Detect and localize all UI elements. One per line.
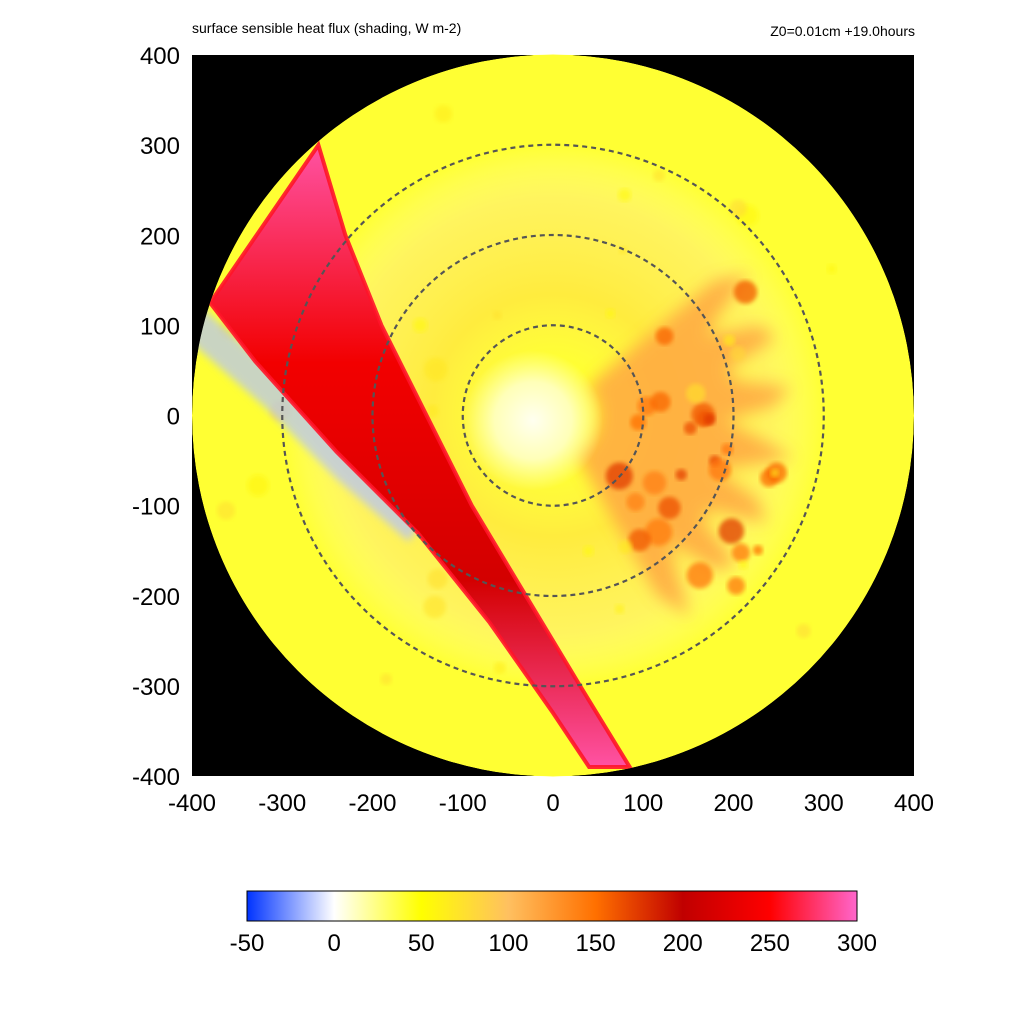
range-ring [461, 324, 645, 507]
field-rainband-cell [655, 327, 674, 345]
colorbar: -50 0 50 100 150 200 250 300 [230, 890, 877, 957]
field-cell [770, 468, 779, 478]
field-cell [426, 404, 439, 418]
x-axis-ticks: -400 -300 -200 -100 0 100 200 300 400 [168, 790, 934, 817]
field-rainband-cell [650, 391, 671, 412]
field-rainband-cell [727, 576, 746, 595]
heat-flux-field [192, 54, 914, 777]
field-cell [380, 673, 393, 685]
field-cell [583, 545, 594, 557]
field-rainband-cell [683, 421, 697, 435]
field-rainband-cell [708, 458, 731, 481]
y-tick-label: 100 [140, 313, 180, 340]
colorbar-tick-label: 150 [576, 930, 616, 957]
field-rainband-cell [642, 471, 667, 495]
x-tick-label: -100 [439, 790, 487, 817]
colorbar-tick-label: 50 [408, 930, 435, 957]
field-cell [247, 474, 269, 497]
field-cell [492, 310, 502, 320]
colorbar-gradient [246, 890, 858, 922]
field-rainband-cell [733, 280, 758, 304]
field-cell [618, 188, 632, 202]
field-cell [413, 318, 428, 333]
range-ring [371, 233, 735, 598]
x-tick-label: -300 [258, 790, 306, 817]
colorbar-tick-label: 0 [327, 930, 340, 957]
field-rainband-cell [628, 529, 651, 552]
field-cell [653, 169, 665, 182]
colorbar-tick-label: -50 [230, 930, 265, 957]
field-rainband-cell [718, 518, 745, 544]
field-cell [796, 623, 811, 639]
x-tick-label: 300 [804, 790, 844, 817]
field-cell [614, 604, 625, 614]
y-tick-label: 200 [140, 223, 180, 250]
range-rings [281, 143, 825, 688]
x-tick-label: -200 [348, 790, 396, 817]
colorbar-tick-label: 300 [837, 930, 877, 957]
field-cell [738, 559, 748, 570]
field-warm-strip [210, 145, 630, 768]
chart-title: surface sensible heat flux (shading, W m… [192, 20, 461, 36]
y-tick-label: -400 [132, 764, 180, 791]
colorbar-tick-label: 100 [488, 930, 528, 957]
x-tick-label: -400 [168, 790, 216, 817]
field-cell [686, 383, 706, 404]
run-info-label: Z0=0.01cm +19.0hours [770, 23, 915, 39]
x-tick-label: 400 [894, 790, 934, 817]
field-rainband-cell [731, 543, 751, 562]
field-cell [827, 264, 837, 274]
y-axis-ticks: 400 300 200 100 0 -100 -200 -300 -400 [132, 43, 180, 791]
y-tick-label: -300 [132, 674, 180, 701]
field-cell [423, 595, 447, 619]
field-cell [427, 568, 448, 589]
y-tick-label: 400 [140, 43, 180, 70]
field-rainband-cell [658, 496, 681, 520]
field-cell [729, 199, 747, 217]
y-tick-label: 300 [140, 133, 180, 160]
x-tick-label: 0 [546, 790, 559, 817]
range-ring [281, 143, 825, 688]
field-cell [730, 345, 746, 361]
field-cell [605, 308, 615, 319]
colorbar-ticks: -50 0 50 100 150 200 250 300 [230, 930, 877, 957]
field-cell [723, 334, 736, 347]
field-rainband-cell [675, 469, 687, 481]
field-rainband-cell [626, 492, 645, 512]
colorbar-tick-label: 200 [663, 930, 703, 957]
field-rainband-cell [752, 545, 764, 556]
field-cell [424, 357, 448, 382]
field-rainband-cell [644, 518, 673, 546]
field-rainband-cell [704, 413, 716, 426]
y-tick-label: -200 [132, 584, 180, 611]
colorbar-tick-label: 250 [750, 930, 790, 957]
y-tick-label: -100 [132, 494, 180, 521]
field-warm-strip-edge [207, 140, 634, 769]
y-tick-label: 0 [167, 404, 180, 431]
field-cell [216, 501, 236, 520]
field-cell [618, 540, 633, 554]
field-cell [434, 105, 453, 123]
field-cell [493, 661, 506, 675]
x-tick-label: 200 [713, 790, 753, 817]
field-eye [463, 350, 603, 491]
field-rainband-cell [686, 562, 713, 589]
x-tick-label: 100 [623, 790, 663, 817]
